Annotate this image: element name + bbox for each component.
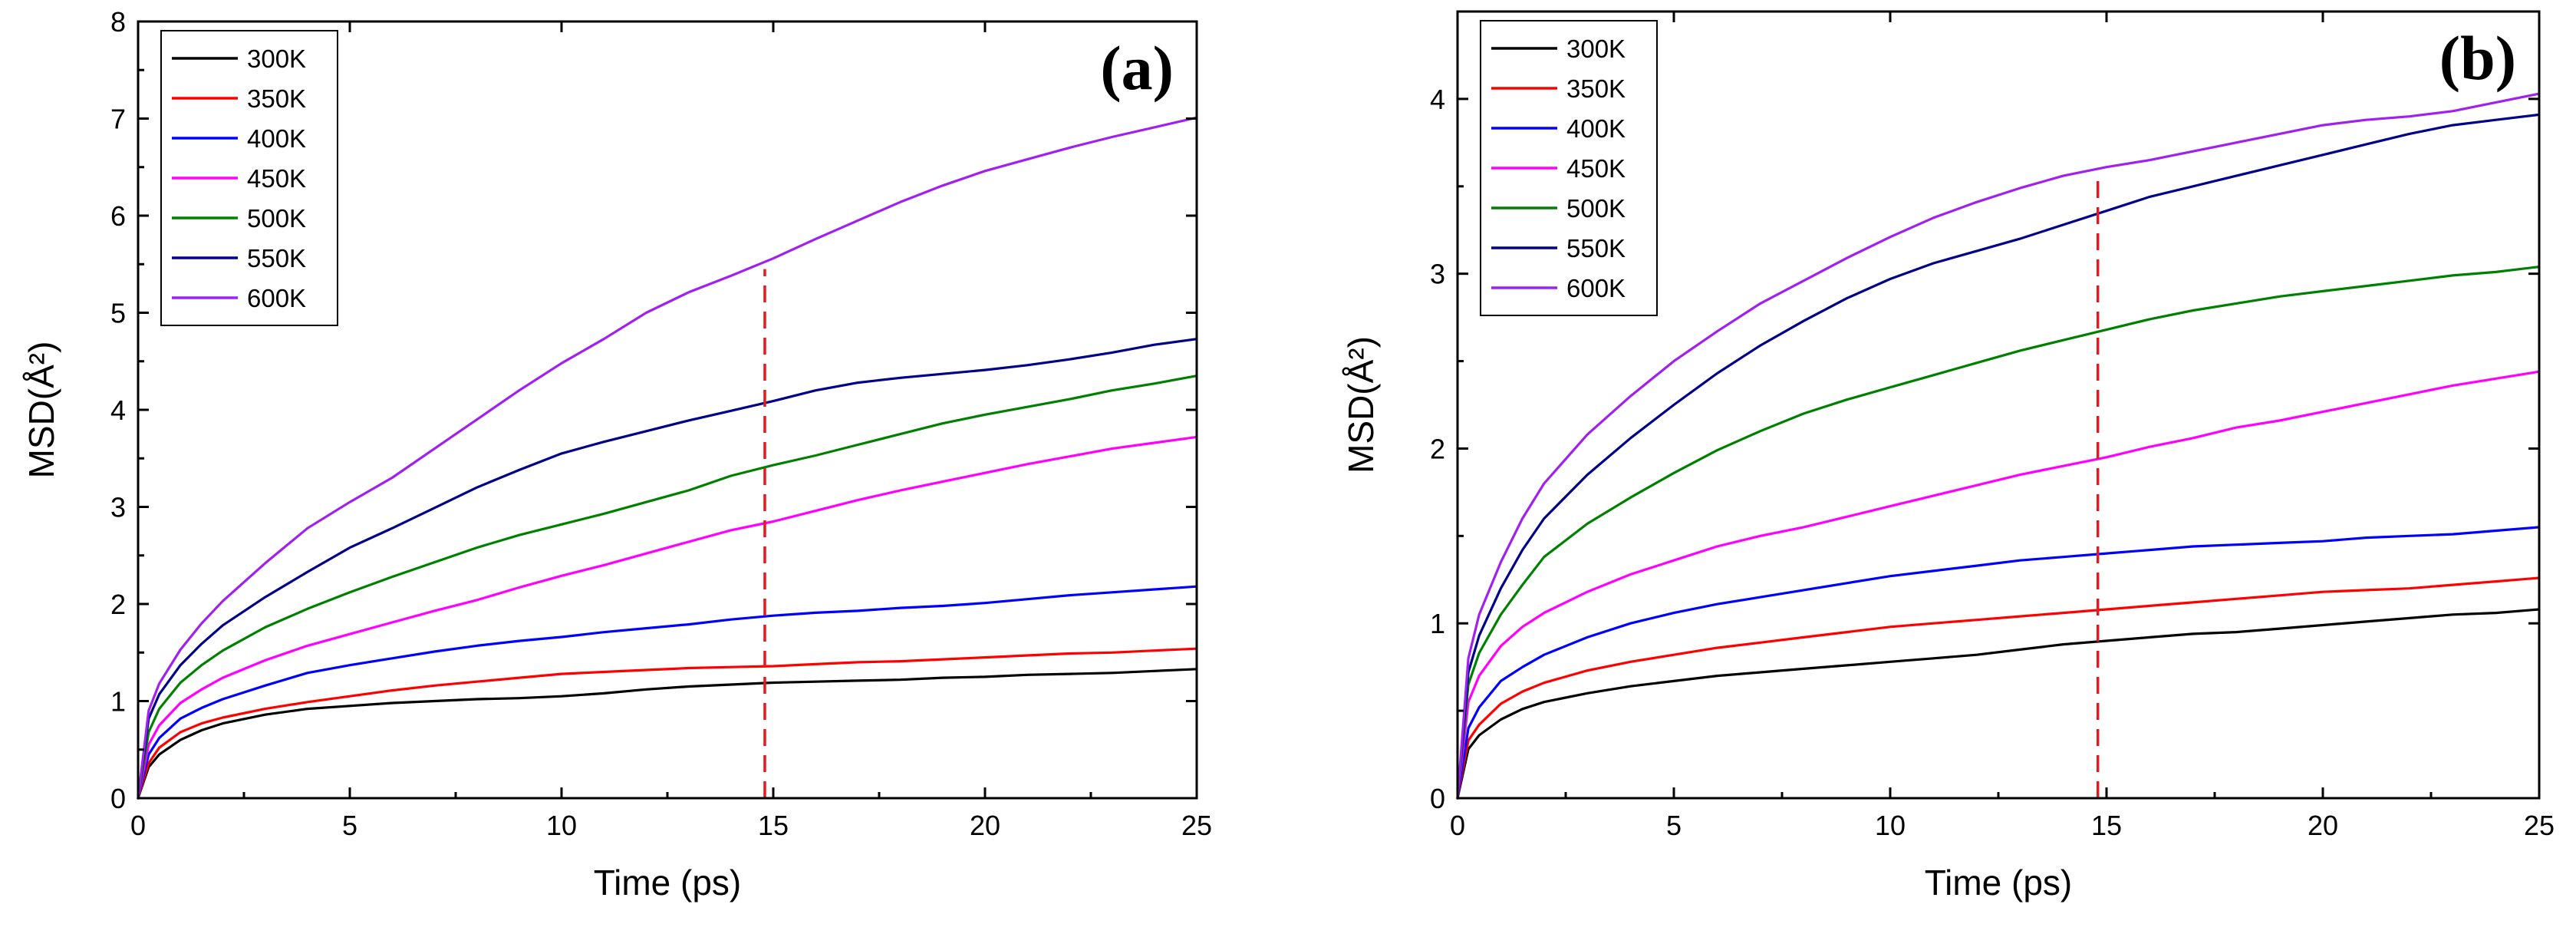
series-line-300K <box>137 668 1198 800</box>
legend-label-600K: 600K <box>247 284 306 312</box>
legend-label-600K: 600K <box>1566 274 1626 302</box>
series-line-500K <box>137 375 1198 800</box>
legend-label-550K: 550K <box>247 244 306 272</box>
y-tick-label: 3 <box>110 492 126 523</box>
series-line-350K <box>1456 576 2541 800</box>
legend: 300K 350K 400K 450K 500K 550K 600K <box>160 30 338 326</box>
y-tick-label: 5 <box>110 298 126 329</box>
y-tick-label: 8 <box>110 6 126 38</box>
y-tick-label: 4 <box>1430 84 1445 115</box>
y-tick-label: 2 <box>1430 433 1445 464</box>
x-axis-title: Time (ps) <box>594 863 742 903</box>
y-tick-label: 4 <box>110 394 126 426</box>
legend-label-400K: 400K <box>1566 114 1626 143</box>
series-line-550K <box>1456 113 2541 800</box>
legend-label-450K: 450K <box>247 164 306 193</box>
x-tick-label: 20 <box>2308 810 2338 841</box>
series-line-550K <box>137 338 1198 800</box>
legend-label-550K: 550K <box>1566 234 1626 262</box>
series-line-400K <box>137 585 1198 800</box>
legend-label-500K: 500K <box>247 204 306 233</box>
series-line-450K <box>1456 370 2541 800</box>
y-tick-label: 7 <box>110 104 126 135</box>
legend-label-350K: 350K <box>247 84 306 113</box>
y-tick-label: 6 <box>110 200 126 232</box>
series-line-600K <box>137 116 1198 800</box>
x-tick-label: 15 <box>758 810 789 841</box>
x-tick-label: 5 <box>1666 810 1682 841</box>
y-axis-title: MSD(Å²) <box>1341 336 1381 474</box>
x-tick-label: 10 <box>1875 810 1906 841</box>
x-tick-label: 0 <box>1450 810 1465 841</box>
series-line-350K <box>137 647 1198 800</box>
chart-panel-b: 0 5 10 15 20 25 0 1 2 3 4 Time (ps) MSD(Å²) (b) 300K 35… <box>1341 10 2555 903</box>
x-tick-label: 25 <box>1181 810 1212 841</box>
y-tick-label: 0 <box>1430 783 1445 814</box>
legend-label-400K: 400K <box>247 124 306 153</box>
y-tick-label: 3 <box>1430 259 1445 290</box>
legend-label-500K: 500K <box>1566 194 1626 223</box>
legend-label-350K: 350K <box>1566 74 1626 103</box>
y-tick-label: 0 <box>110 783 126 814</box>
legend-label-300K: 300K <box>247 45 306 73</box>
x-axis-title: Time (ps) <box>1925 863 2073 903</box>
panel-label: (a) <box>1100 33 1174 103</box>
x-tick-label: 15 <box>2091 810 2122 841</box>
legend-label-300K: 300K <box>1566 35 1626 63</box>
y-tick-label: 1 <box>110 686 126 718</box>
x-tick-label: 10 <box>546 810 577 841</box>
series-line-600K <box>1456 92 2541 800</box>
series-line-400K <box>1456 526 2541 800</box>
series-line-450K <box>137 435 1198 800</box>
series-line-500K <box>1456 266 2541 800</box>
x-tick-label: 0 <box>130 810 146 841</box>
y-tick-label: 2 <box>110 589 126 620</box>
x-tick-label: 25 <box>2524 810 2555 841</box>
legend-label-450K: 450K <box>1566 154 1626 183</box>
y-tick-label: 1 <box>1430 608 1445 639</box>
series-line-300K <box>1456 608 2541 800</box>
legend: 300K 350K 400K 450K 500K 550K 600K <box>1480 20 1658 316</box>
x-tick-label: 20 <box>970 810 1000 841</box>
panel-label: (b) <box>2439 23 2516 93</box>
chart-panel-a: 0 5 10 15 20 25 0 1 2 3 4 5 6 7 8 Time (ps) MSD(Å²) (a) 30… <box>21 6 1212 903</box>
y-axis-title: MSD(Å²) <box>21 342 61 479</box>
x-tick-label: 5 <box>342 810 357 841</box>
